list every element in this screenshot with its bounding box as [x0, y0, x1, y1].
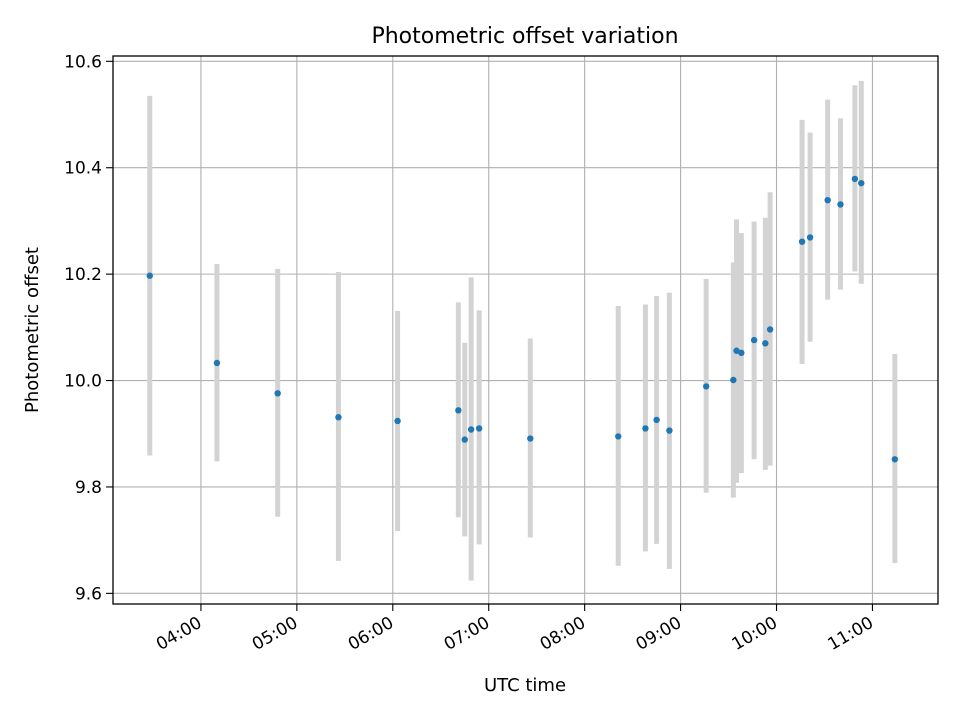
y-tick-label: 10.6	[64, 52, 102, 72]
data-point	[762, 340, 769, 347]
data-points	[146, 175, 899, 463]
grid	[113, 56, 938, 604]
y-tick-label: 10.0	[64, 372, 102, 392]
data-point	[666, 427, 673, 434]
data-point	[461, 436, 468, 443]
data-point	[146, 272, 153, 279]
data-point	[213, 359, 221, 367]
data-point	[891, 456, 899, 463]
data-point	[653, 416, 660, 424]
y-tick-label: 10.4	[64, 159, 102, 179]
y-axis: 9.6 9.8 10.0 10.2 10.4 10.6	[64, 52, 113, 604]
y-tick-label: 9.6	[75, 584, 102, 604]
data-point	[274, 390, 281, 397]
data-point	[702, 383, 710, 390]
data-point	[455, 407, 462, 414]
data-point	[837, 201, 844, 208]
data-point	[475, 425, 483, 432]
data-point	[766, 326, 774, 333]
data-point	[730, 376, 737, 384]
plot-frame	[112, 55, 939, 605]
data-point	[527, 435, 534, 442]
data-point	[750, 336, 758, 344]
y-axis-label: Photometric offset	[22, 247, 43, 413]
y-tick-label: 10.2	[64, 265, 102, 285]
data-point	[394, 417, 401, 425]
data-point	[851, 175, 859, 183]
data-point	[733, 347, 740, 354]
chart-title: Photometric offset variation	[371, 24, 678, 49]
data-point	[858, 179, 865, 187]
data-point	[798, 238, 806, 245]
data-point	[738, 349, 745, 357]
data-point	[615, 433, 622, 440]
data-point	[806, 234, 814, 241]
y-tick-label: 9.8	[75, 478, 102, 498]
data-point	[335, 414, 342, 421]
data-point	[642, 425, 649, 432]
data-point	[467, 426, 475, 433]
data-point	[824, 196, 831, 204]
x-axis-label: UTC time	[484, 675, 566, 696]
